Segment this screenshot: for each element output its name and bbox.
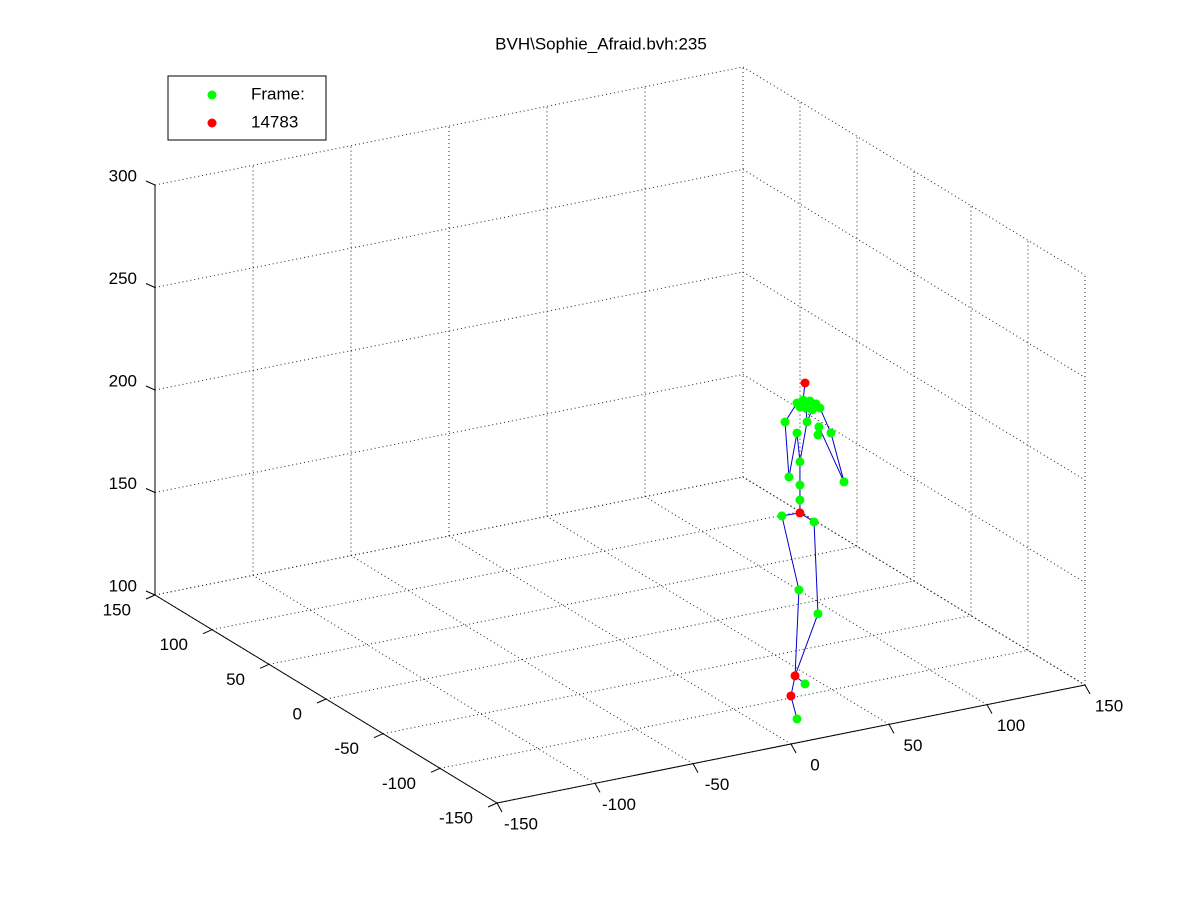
- y-tick: [202, 629, 213, 635]
- x-tick: [986, 704, 993, 714]
- y-tick-label: -150: [439, 808, 473, 827]
- y-tick: [259, 663, 270, 669]
- grid-line: [546, 515, 890, 725]
- grid: [154, 66, 1086, 804]
- z-tick-label: 250: [109, 269, 137, 288]
- x-tick: [692, 763, 699, 773]
- bone: [794, 589, 800, 676]
- joint-point: [792, 714, 802, 724]
- z-tick-label: 150: [109, 474, 137, 493]
- x-tick: [594, 783, 601, 793]
- y-tick-label: 50: [226, 670, 245, 689]
- joint-point: [795, 480, 805, 490]
- y-tick: [373, 733, 384, 739]
- legend-marker: [207, 118, 217, 128]
- legend-label: 14783: [251, 112, 298, 131]
- legend-label: Frame:: [251, 84, 305, 103]
- grid-line: [742, 66, 1086, 276]
- grid-line: [742, 271, 1086, 481]
- y-tick: [145, 594, 156, 600]
- y-tick-label: 100: [160, 635, 188, 654]
- y-tick: [316, 698, 327, 704]
- grid-line: [742, 169, 1086, 378]
- bone: [818, 426, 845, 483]
- y-tick-label: 0: [293, 704, 302, 723]
- points: [777, 378, 849, 724]
- joint-point: [809, 517, 819, 527]
- x-tick-label: -150: [504, 814, 538, 833]
- x-tick: [496, 802, 503, 813]
- joint-point: [815, 403, 825, 413]
- x-tick-label: 0: [810, 755, 819, 774]
- z-tick: [145, 590, 156, 596]
- z-tick: [145, 488, 156, 493]
- bone: [781, 515, 800, 591]
- bone: [830, 432, 845, 483]
- x-tick-label: -50: [705, 775, 730, 794]
- z-tick: [145, 180, 156, 186]
- joint-point: [777, 511, 787, 521]
- joint-point: [790, 671, 800, 681]
- joint-point: [839, 477, 849, 487]
- joint-point: [826, 428, 836, 438]
- joint-point: [780, 417, 790, 427]
- legend-marker: [207, 90, 217, 100]
- y-tick: [487, 802, 498, 808]
- joint-point: [800, 378, 810, 388]
- grid-line: [252, 574, 596, 784]
- joint-point: [795, 457, 805, 467]
- x-tick: [888, 724, 895, 734]
- axes: -150 -100 -50 0 50 100 150 -150 -100 -50 0 50 100 150…: [103, 166, 1124, 833]
- joint-point: [795, 495, 805, 505]
- joint-point: [813, 430, 823, 440]
- bone: [799, 421, 808, 462]
- grid-line: [742, 374, 1086, 583]
- joint-point: [813, 609, 823, 619]
- grid-line: [448, 535, 792, 745]
- joint-point: [784, 472, 794, 482]
- grid-line: [350, 555, 694, 765]
- grid-line: [742, 476, 1086, 686]
- z-tick-label: 200: [109, 371, 137, 390]
- chart-title: BVH\Sophie_Afraid.bvh:235: [495, 34, 707, 53]
- bone: [788, 432, 798, 478]
- legend: Frame: 14783: [167, 75, 327, 141]
- joint-point: [798, 395, 808, 405]
- z-tick: [145, 385, 156, 391]
- bone: [796, 432, 801, 462]
- bone: [794, 613, 819, 677]
- z-tick-label: 100: [109, 576, 137, 595]
- grid-line: [644, 496, 988, 706]
- legend-box: [167, 75, 327, 141]
- joint-point: [786, 691, 796, 701]
- x-tick-label: -100: [602, 795, 636, 814]
- joint-point: [792, 428, 802, 438]
- bone: [813, 521, 819, 614]
- joint-point: [795, 508, 805, 518]
- joint-point: [795, 402, 805, 412]
- x-tick-label: 150: [1095, 696, 1123, 715]
- z-tick: [145, 283, 156, 288]
- z-tick-label: 300: [109, 166, 137, 185]
- x-tick-label: 100: [997, 716, 1025, 735]
- x-tick: [790, 743, 797, 754]
- joint-point: [800, 679, 810, 689]
- joint-point: [794, 585, 804, 595]
- joint-point: [814, 422, 824, 432]
- y-tick-label: 150: [103, 600, 131, 619]
- x-tick: [1084, 684, 1091, 695]
- bone: [784, 421, 790, 478]
- x-tick-label: 50: [904, 736, 923, 755]
- joint-point: [802, 417, 812, 427]
- y-tick-label: -50: [334, 739, 359, 758]
- bone: [819, 407, 832, 434]
- y-tick-label: -100: [382, 774, 416, 793]
- y-tick: [430, 767, 441, 773]
